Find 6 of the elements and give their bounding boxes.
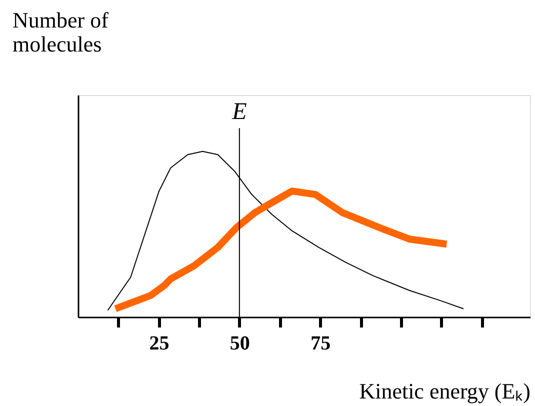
x-tick-label: 25: [149, 332, 170, 354]
x-axis-title: Kinetic energy (Eₖ): [359, 378, 530, 404]
y-axis-title: Number of molecules: [12, 8, 110, 56]
x-tick-label: 50: [230, 332, 250, 354]
ref-line-label: E: [231, 99, 248, 126]
x-tick-label: 75: [310, 332, 331, 354]
